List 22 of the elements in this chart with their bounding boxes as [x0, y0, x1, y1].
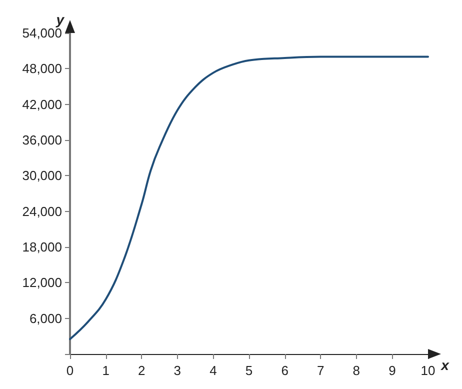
y-tick-label: 18,000	[22, 240, 62, 254]
line-series	[69, 56, 429, 340]
x-tick-label: 0	[66, 363, 74, 378]
y-tick-label: 24,000	[22, 204, 62, 219]
x-tick-label: 7	[316, 363, 324, 378]
x-tick-label: 1	[102, 363, 110, 378]
y-tick-label: 30,000	[22, 168, 62, 184]
x-axis-title: x	[440, 357, 450, 373]
x-tick-label: 9	[388, 363, 396, 378]
x-tick-label: 3	[174, 363, 182, 378]
x-tick-label: 2	[138, 363, 146, 378]
x-tick-label: 6	[281, 363, 288, 378]
y-tick-label: 42,000	[22, 96, 62, 112]
x-tick-label: 10	[420, 363, 436, 378]
y-tick-label: 12,000	[22, 275, 62, 290]
y-axis-title: y	[55, 12, 66, 28]
x-tick-label: 5	[245, 363, 253, 378]
y-tick-label: 6,000	[29, 310, 62, 326]
x-tick-label: 4	[210, 363, 217, 378]
y-tick-label: 48,000	[22, 61, 62, 76]
x-tick-label: 8	[352, 363, 360, 378]
y-tick-label: 36,000	[22, 132, 62, 148]
